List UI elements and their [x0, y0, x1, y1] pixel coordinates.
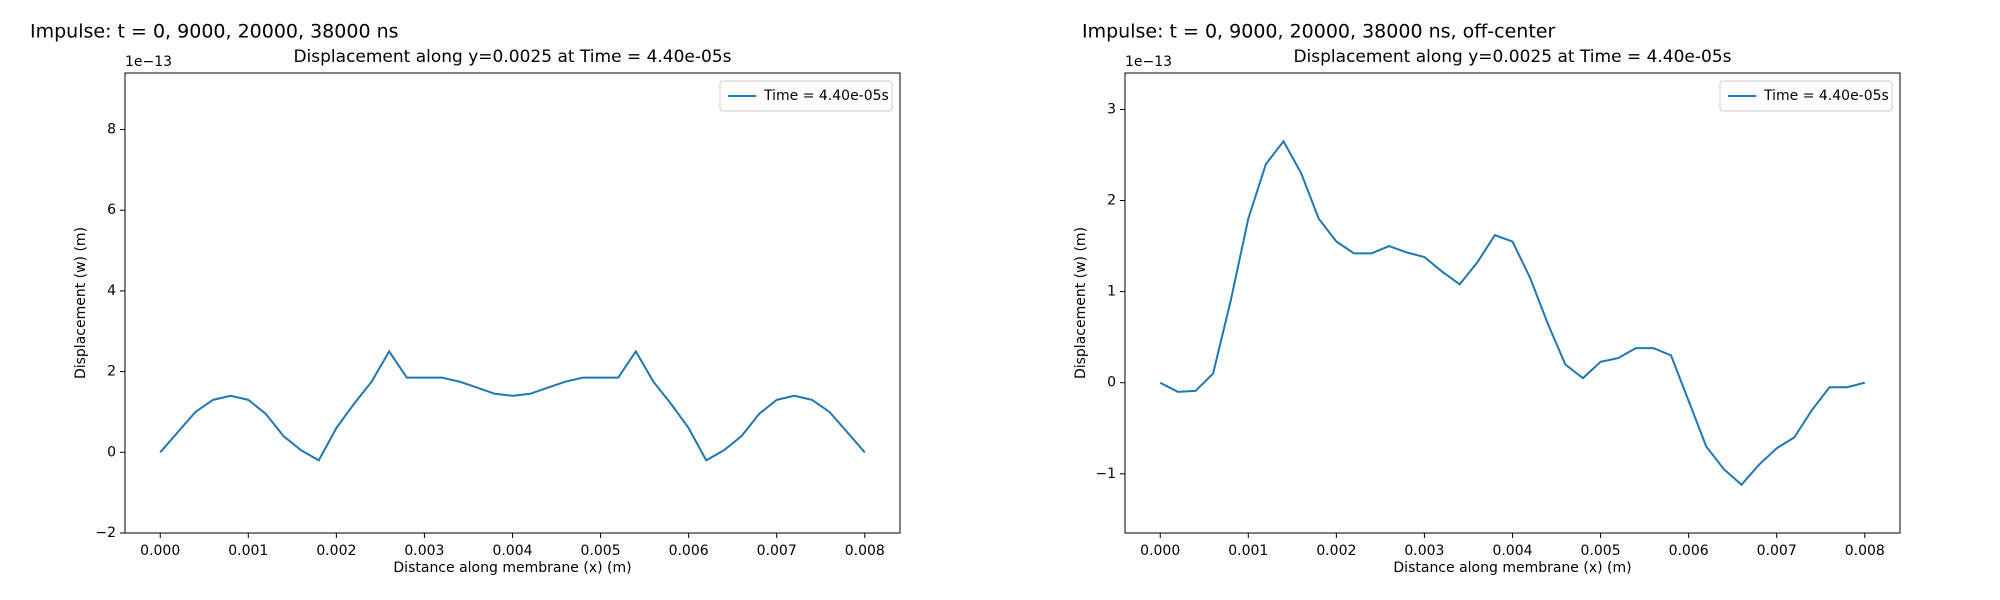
x-tick-label: 0.001: [228, 543, 268, 559]
x-tick-label: 0.001: [1228, 543, 1268, 559]
x-tick-label: 0.004: [1492, 543, 1532, 559]
y-tick-label: 6: [107, 202, 116, 218]
x-tick-label: 0.002: [316, 543, 356, 559]
x-tick-label: 0.006: [1669, 543, 1709, 559]
x-tick-label: 0.000: [1140, 543, 1180, 559]
x-tick-label: 0.005: [1581, 543, 1621, 559]
x-tick-label: 0.007: [757, 543, 797, 559]
axes-frame: [1124, 72, 1901, 534]
y-axis-label: Displacement (w) (m): [73, 227, 89, 379]
y-offset-label: 1e−13: [1125, 54, 1172, 70]
legend-label: Time = 4.40e-05s: [1763, 88, 1889, 104]
data-line: [1159, 139, 1866, 487]
data-line: [159, 349, 866, 462]
y-axis-label: Displacement (w) (m): [1073, 227, 1089, 379]
y-tick-label: 2: [1107, 193, 1116, 209]
y-tick-label: 8: [107, 121, 116, 137]
y-tick-label: 1: [1107, 284, 1116, 300]
y-tick-label: 4: [107, 283, 116, 299]
y-tick-label: 0: [1107, 375, 1116, 391]
y-tick-label: 0: [107, 444, 116, 460]
y-tick-label: −1: [1095, 466, 1116, 482]
y-tick-label: 3: [1107, 101, 1116, 117]
y-tick-label: −2: [95, 525, 116, 541]
x-tick-label: 0.007: [1757, 543, 1797, 559]
x-tick-label: 0.006: [669, 543, 709, 559]
legend-box: [719, 80, 893, 112]
y-offset-label: 1e−13: [125, 54, 172, 70]
x-axis-label: Distance along membrane (x) (m): [393, 560, 631, 576]
x-tick-label: 0.002: [1316, 543, 1356, 559]
x-tick-label: 0.008: [1845, 543, 1885, 559]
y-tick-label: 2: [107, 364, 116, 380]
legend-label: Time = 4.40e-05s: [763, 88, 889, 104]
x-tick-label: 0.004: [492, 543, 532, 559]
suptitle: Impulse: t = 0, 9000, 20000, 38000 ns, o…: [1082, 21, 1555, 43]
x-tick-label: 0.000: [140, 543, 180, 559]
x-tick-label: 0.003: [404, 543, 444, 559]
x-tick-label: 0.008: [845, 543, 885, 559]
x-tick-label: 0.003: [1404, 543, 1444, 559]
suptitle: Impulse: t = 0, 9000, 20000, 38000 ns: [30, 21, 399, 43]
axes-frame: [124, 72, 901, 534]
chart-title: Displacement along y=0.0025 at Time = 4.…: [1293, 47, 1731, 67]
chart-title: Displacement along y=0.0025 at Time = 4.…: [293, 47, 731, 67]
legend-box: [1719, 80, 1893, 112]
x-tick-label: 0.005: [581, 543, 621, 559]
x-axis-label: Distance along membrane (x) (m): [1393, 560, 1631, 576]
